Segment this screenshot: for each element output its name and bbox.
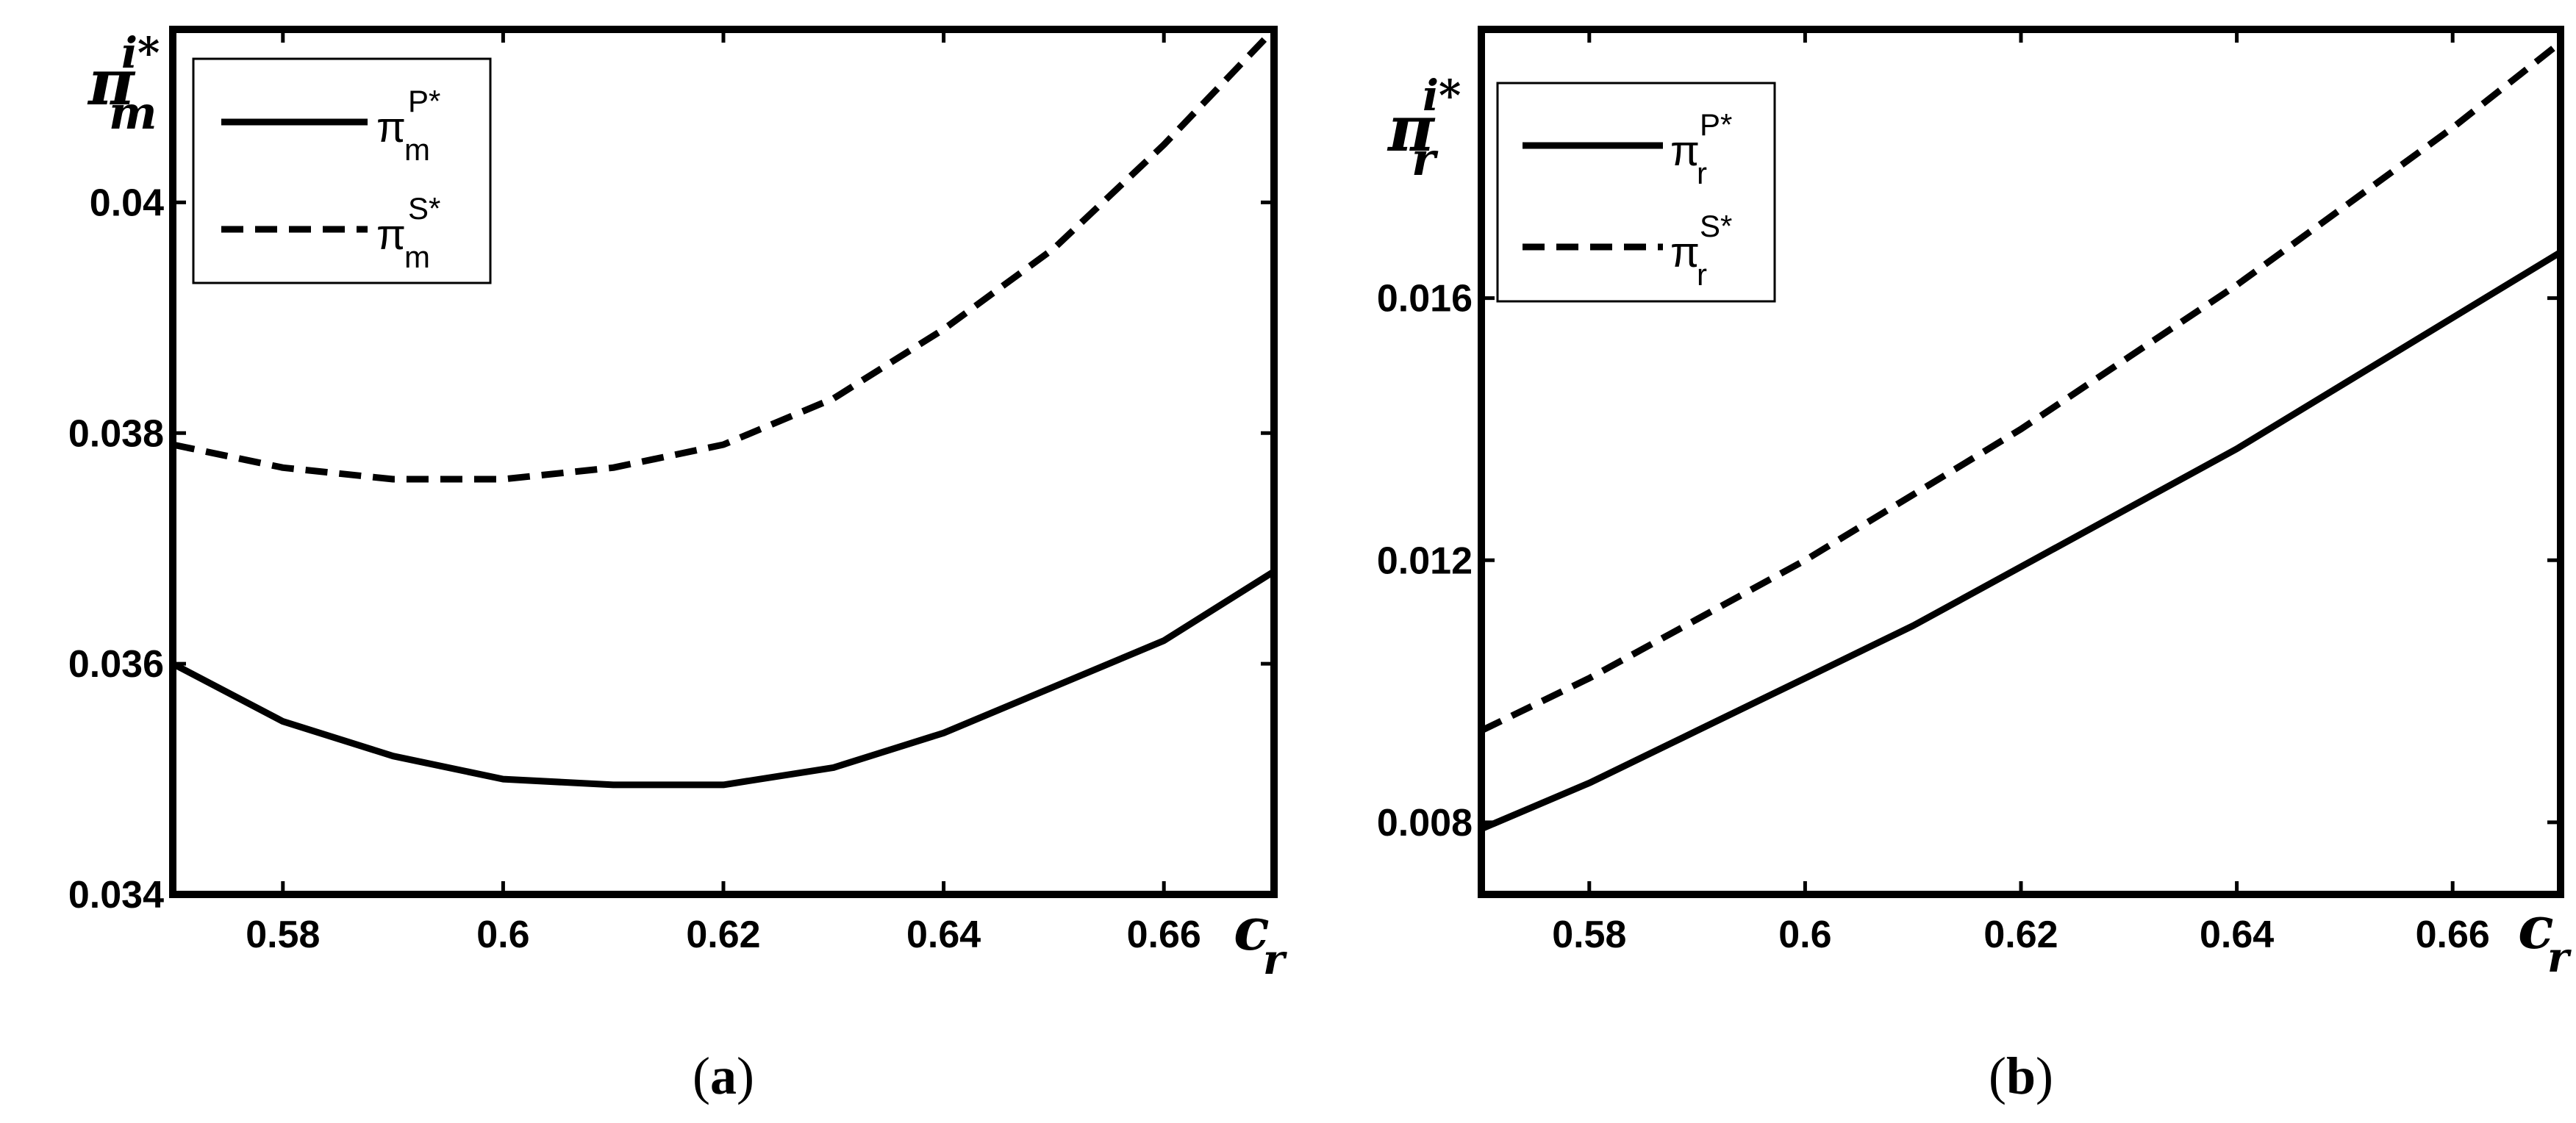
panel-b-legend: π P* r π S* r [1496,82,1776,303]
x-tick-label: 0.58 [246,914,320,956]
panel-b-caption: (b) [1989,1047,2053,1105]
x-tick-label: 0.6 [476,914,529,956]
y-tick-label: 0.008 [1377,802,1473,844]
panel-a-x-axis-title-sub: r [1263,936,1287,984]
panel-a-legend-entry-1-base: π [376,104,406,151]
x-tick-label: 0.64 [906,914,981,956]
x-tick-label: 0.66 [1127,914,1201,956]
panel-b-x-axis-title-sub: r [2547,933,2572,982]
dashed-series-line [172,26,1277,483]
solid-series-line [1480,249,2563,832]
panel-a-legend-entry-1-sub: m [404,132,430,167]
panel-b-y-axis-title: π [1387,92,1436,166]
y-tick-label: 0.04 [90,182,164,224]
dashed-series-line [1480,40,2563,734]
panel-a-caption: (a) [693,1047,754,1105]
panel-b-legend-entry-2-base: π [1670,229,1700,276]
y-tick-label: 0.036 [68,643,164,686]
panel-b-y-axis-title-sup: i* [1423,71,1461,121]
panel-b-legend-box [1496,82,1776,303]
x-tick-label: 0.62 [686,914,760,956]
x-tick-label: 0.62 [1983,914,2058,956]
panel-a-legend-entry-2-sup: S* [408,191,440,226]
panel-b-legend-entry-1-base: π [1670,127,1700,175]
y-tick-label: 0.012 [1377,539,1473,582]
panel-a-caption-close: ) [737,1047,754,1105]
panel-a-legend: π P* m π S* m [192,57,492,284]
panel-a-y-tick-labels: 0.034 0.036 0.038 0.04 [68,182,164,916]
panel-a-legend-box [192,57,492,284]
x-tick-label: 0.64 [2200,914,2274,956]
solid-series-line [171,568,1276,789]
y-tick-label: 0.038 [68,412,164,455]
x-tick-label: 0.6 [1778,914,1831,956]
panel-a-y-axis-title-sup: i* [121,28,160,78]
panel-a-y-axis-title: π [87,46,136,120]
y-tick-label: 0.034 [68,874,164,916]
panel-a-legend-entry-2-sub: m [404,240,430,274]
panel-b-legend-entry-1-sup: P* [1700,107,1732,142]
panel-b-legend-entry-1-sub: r [1697,156,1707,190]
panel-b-legend-entry-2-sup: S* [1700,209,1732,243]
panel-a-x-tick-labels: 0.58 0.6 0.62 0.64 0.66 [246,914,1201,956]
x-tick-label: 0.58 [1552,914,1626,956]
panel-b-x-tick-labels: 0.58 0.6 0.62 0.64 0.66 [1552,914,2490,956]
panel-a-y-axis-title-sub: m [109,86,157,140]
panel-b-caption-close: ) [2036,1047,2053,1105]
panel-a-legend-entry-1-sup: P* [408,84,440,118]
panel-b-caption-open: ( [1989,1047,2006,1105]
panel-b-y-axis-title-sub: r [1412,132,1439,186]
panel-a-legend-entry-2-base: π [376,211,406,259]
y-tick-label: 0.016 [1377,278,1473,320]
panel-b-legend-entry-2-sub: r [1697,257,1707,292]
panel-a-x-axis-title: c [1234,894,1270,964]
panel-b-y-tick-labels: 0.008 0.012 0.016 [1377,278,1473,844]
x-tick-label: 0.66 [2416,914,2490,956]
panel-a-series-lines [171,26,1277,789]
panel-b-caption-letter: b [2006,1047,2036,1105]
panel-a-caption-open: ( [693,1047,710,1105]
panel-b-series-lines [1480,40,2563,832]
panel-b-chart: 0.008 0.012 0.016 0.58 0.6 0.62 0.64 0.66 π i*… [1377,26,2572,1105]
panel-b-x-axis-title: c [2518,893,2554,962]
panel-a-caption-letter: a [710,1047,737,1105]
